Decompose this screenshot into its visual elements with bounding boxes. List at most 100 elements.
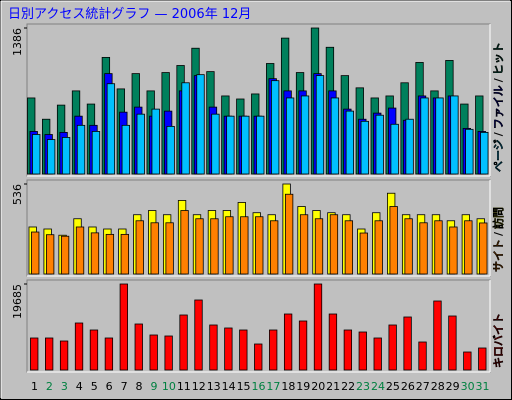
bar — [196, 74, 205, 175]
bar — [225, 216, 234, 275]
bar — [405, 118, 414, 175]
bar — [106, 83, 116, 175]
x-tick-label: 7 — [121, 380, 128, 393]
bar — [403, 316, 412, 371]
bar — [314, 218, 324, 275]
x-tick-label: 22 — [341, 380, 355, 393]
legend-entry: キロバイト — [492, 313, 505, 368]
bar — [313, 283, 323, 371]
legend-entry: ヒット — [492, 42, 505, 75]
legend-entry: ページ — [492, 139, 505, 172]
x-tick-label: 8 — [136, 380, 143, 393]
bar — [271, 80, 280, 175]
bar — [315, 75, 325, 175]
bar — [375, 114, 384, 175]
x-tick-label: 12 — [192, 380, 206, 393]
bar — [240, 216, 249, 275]
bar — [254, 343, 263, 371]
bar — [149, 334, 158, 371]
x-tick-label: 6 — [106, 380, 113, 393]
bar — [120, 233, 129, 275]
bar — [479, 222, 488, 275]
bar — [89, 329, 99, 371]
bar — [179, 314, 188, 371]
bar — [104, 337, 114, 371]
x-tick-label: 10 — [162, 380, 176, 393]
bar — [463, 351, 472, 371]
x-tick-label: 9 — [150, 380, 157, 393]
bar — [328, 313, 338, 371]
x-tick-label: 26 — [401, 380, 415, 393]
legend: ページ / ファイル / ヒット — [492, 42, 505, 172]
legend-separator: / — [492, 231, 505, 236]
bar — [211, 113, 220, 175]
x-tick-label: 18 — [281, 380, 295, 393]
bar — [90, 232, 100, 275]
bar — [374, 220, 383, 275]
bar — [345, 110, 355, 175]
bar — [449, 226, 458, 275]
bar — [210, 218, 219, 275]
bar — [31, 231, 40, 275]
bar — [283, 313, 293, 371]
x-tick-label: 11 — [177, 380, 191, 393]
bar — [465, 128, 474, 175]
bar — [269, 329, 278, 371]
bar — [151, 108, 160, 175]
y-tick-label: 536 — [11, 184, 24, 205]
bar — [330, 97, 340, 175]
bar — [194, 299, 203, 371]
bar — [344, 220, 354, 275]
bar — [121, 124, 130, 175]
bar — [91, 131, 101, 175]
bar — [299, 214, 309, 275]
bar — [76, 124, 86, 175]
bar — [450, 95, 459, 175]
x-tick-label: 5 — [91, 380, 98, 393]
bar — [373, 337, 382, 371]
bar — [478, 347, 487, 371]
bar — [256, 115, 265, 175]
bar — [226, 115, 235, 175]
x-tick-label: 31 — [476, 380, 490, 393]
bar — [284, 193, 294, 275]
x-tick-label: 13 — [207, 380, 221, 393]
bar — [404, 218, 413, 275]
x-tick-label: 27 — [416, 380, 430, 393]
bar — [390, 123, 399, 175]
bar — [420, 97, 429, 175]
bar — [180, 210, 189, 275]
chart-title: 日別アクセス統計グラフ — 2006年 12月 — [8, 6, 251, 22]
x-tick-label: 2 — [46, 380, 53, 393]
x-tick-label: 21 — [326, 380, 340, 393]
x-tick-label: 29 — [446, 380, 460, 393]
legend-separator: / — [492, 77, 505, 82]
bar — [166, 125, 175, 175]
bar — [165, 222, 174, 275]
bar — [419, 222, 428, 275]
bar — [241, 115, 250, 175]
bar — [105, 233, 115, 275]
bar — [75, 226, 85, 275]
x-tick-label: 16 — [252, 380, 266, 393]
y-tick-label: 19685 — [11, 284, 24, 319]
bar — [433, 300, 442, 371]
bar — [329, 214, 339, 275]
bar — [209, 324, 218, 371]
bar — [134, 323, 143, 371]
bar — [30, 337, 39, 371]
bar — [61, 137, 71, 175]
bar — [435, 97, 444, 175]
bar — [359, 232, 368, 275]
x-tick-label: 25 — [386, 380, 400, 393]
bar — [60, 235, 70, 275]
bar — [343, 329, 353, 371]
x-tick-label: 3 — [61, 380, 68, 393]
bar — [285, 97, 295, 175]
x-tick-label: 19 — [296, 380, 310, 393]
bar — [119, 283, 128, 371]
bar — [239, 329, 248, 371]
x-tick-label: 30 — [461, 380, 475, 393]
bar — [150, 222, 159, 275]
